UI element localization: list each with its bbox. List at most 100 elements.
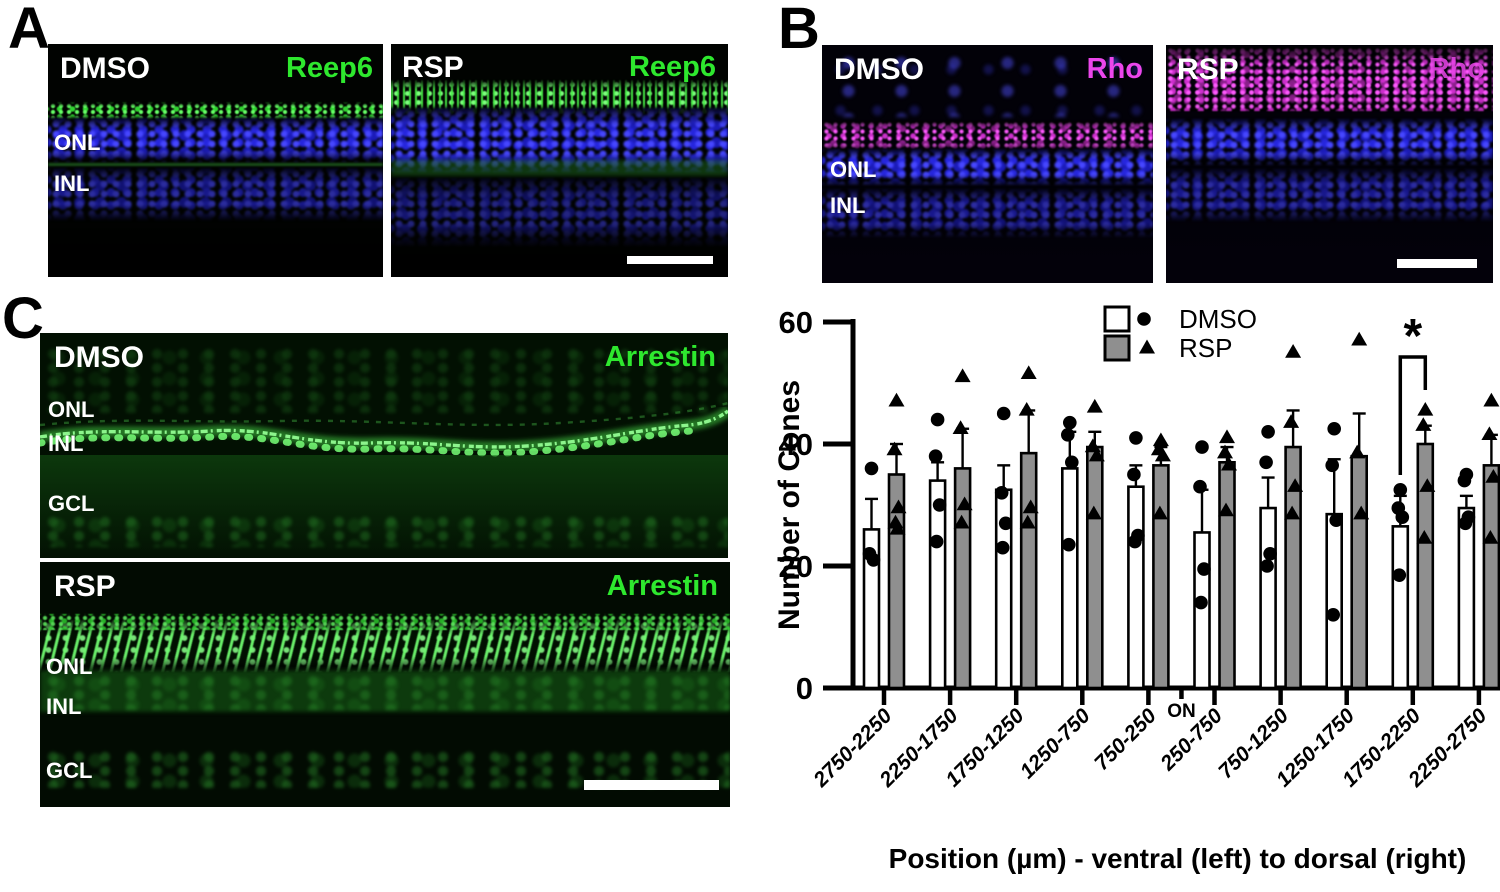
scale-bar — [1397, 259, 1477, 268]
dmso-point — [1062, 537, 1076, 552]
rsp-point — [1152, 432, 1169, 447]
dmso-bar — [928, 479, 947, 690]
dmso-bar — [1259, 506, 1277, 690]
inl-label: INL — [54, 171, 90, 196]
onl-label: ONL — [54, 130, 101, 155]
rsp-point — [1351, 331, 1368, 346]
dmso-point — [1325, 458, 1339, 473]
significance-star: * — [1403, 310, 1422, 363]
rsp-bar — [1218, 461, 1236, 690]
x-tick-label: 750-250 — [1090, 704, 1161, 775]
rho-band — [822, 121, 1153, 151]
rsp-point — [1485, 469, 1500, 483]
dmso-point — [929, 534, 944, 549]
onl-nuclei-band — [391, 108, 728, 172]
bottom-fade — [48, 204, 383, 277]
gcl-label: GCL — [46, 758, 93, 783]
dmso-point — [1259, 455, 1273, 470]
dmso-bar — [1325, 512, 1344, 690]
rsp-point — [1221, 456, 1237, 471]
dmso-bar — [862, 528, 881, 690]
rsp-point — [886, 441, 903, 456]
micrograph-a-rsp: RSP Reep6 — [391, 44, 728, 277]
dmso-point — [1261, 425, 1275, 439]
micrograph-c-rsp: RSP Arrestin ONL INL GCL — [40, 562, 730, 807]
rsp-point — [1088, 447, 1105, 462]
y-tick-label: 20 — [779, 549, 813, 584]
dmso-point — [928, 449, 943, 463]
dmso-point — [1065, 455, 1079, 470]
inl-label: INL — [48, 431, 84, 456]
onl-nuclei-band — [822, 149, 1153, 185]
rsp-point — [1086, 398, 1103, 413]
marker-label: Arrestin — [606, 570, 718, 602]
dmso-point — [866, 553, 881, 567]
rsp-bar — [1019, 451, 1038, 690]
y-tick-label: 0 — [796, 671, 813, 706]
x-tick-label: 1250-750 — [1016, 704, 1095, 783]
rsp-point — [1218, 502, 1234, 517]
green-tint — [391, 160, 728, 176]
dmso-bar — [1193, 531, 1211, 690]
dmso-point — [1458, 516, 1473, 531]
rsp-bar — [1482, 464, 1500, 690]
legend-rsp-swatch — [1103, 334, 1131, 362]
panel-a-letter: A — [8, 0, 50, 61]
rsp-point — [1287, 478, 1304, 492]
x-axis-title: Position (µm) - ventral (left) to dorsal… — [889, 843, 1467, 874]
marker-label: Reep6 — [628, 51, 716, 83]
rsp-point — [1482, 530, 1499, 544]
legend-circle-icon — [1137, 312, 1151, 326]
dmso-point — [1193, 479, 1207, 494]
dmso-point — [1392, 568, 1407, 582]
legend-dmso-swatch — [1103, 305, 1131, 333]
significance-bracket — [1398, 355, 1428, 475]
onl-nuclei-band — [1166, 119, 1493, 165]
dmso-point — [994, 486, 1009, 500]
bottom-fade — [1166, 209, 1493, 283]
dmso-point — [1457, 473, 1472, 488]
arrestin-tips — [40, 614, 730, 630]
dmso-point — [1326, 608, 1340, 622]
dmso-bar — [1391, 525, 1410, 690]
rsp-point — [1022, 499, 1039, 514]
gcl-texture — [40, 515, 728, 547]
legend-dmso-label: DMSO — [1179, 304, 1257, 334]
rsp-point — [1217, 444, 1233, 459]
dmso-point — [998, 516, 1013, 531]
rsp-point — [1415, 417, 1432, 431]
onl-label: ONL — [48, 397, 95, 422]
dmso-point — [1063, 415, 1077, 430]
legend-triangle-icon — [1139, 339, 1155, 354]
reep6-band — [48, 102, 383, 120]
treatment-label: RSP — [402, 51, 464, 84]
rsp-point — [889, 520, 906, 535]
rsp-point — [1219, 429, 1235, 444]
rsp-point — [1419, 478, 1436, 492]
legend-rsp-label: RSP — [1179, 333, 1232, 363]
dmso-point — [930, 412, 945, 427]
dmso-point — [1128, 534, 1142, 549]
rsp-point — [1483, 392, 1500, 407]
dmso-bar — [1457, 506, 1476, 690]
dmso-point — [1263, 547, 1277, 561]
dmso-point — [1129, 431, 1143, 445]
y-axis-title: Number of Cones — [775, 380, 806, 630]
rsp-point — [1349, 444, 1366, 459]
chart-svg: 02040602750-22502250-17501750-12501250-7… — [773, 304, 1500, 874]
rho-band-dense — [1166, 75, 1493, 111]
rsp-point — [1285, 344, 1302, 358]
rsp-point — [1019, 514, 1036, 529]
marker-label: Rho — [1428, 53, 1485, 85]
rsp-bar — [1416, 442, 1435, 690]
rsp-bar — [1085, 445, 1104, 690]
cone-count-chart: 0 20 40 60 2750-2250 2250-1750 1750-1250 1250-7… — [773, 300, 1500, 887]
treatment-label: DMSO — [60, 52, 150, 85]
sparse-nuclei — [822, 49, 1153, 117]
dmso-point — [932, 498, 947, 512]
rsp-point — [1283, 414, 1300, 428]
dmso-point — [1195, 440, 1209, 454]
rsp-point — [890, 499, 907, 514]
arrestin-wavy-line — [40, 401, 728, 457]
dmso-point — [1061, 428, 1075, 442]
